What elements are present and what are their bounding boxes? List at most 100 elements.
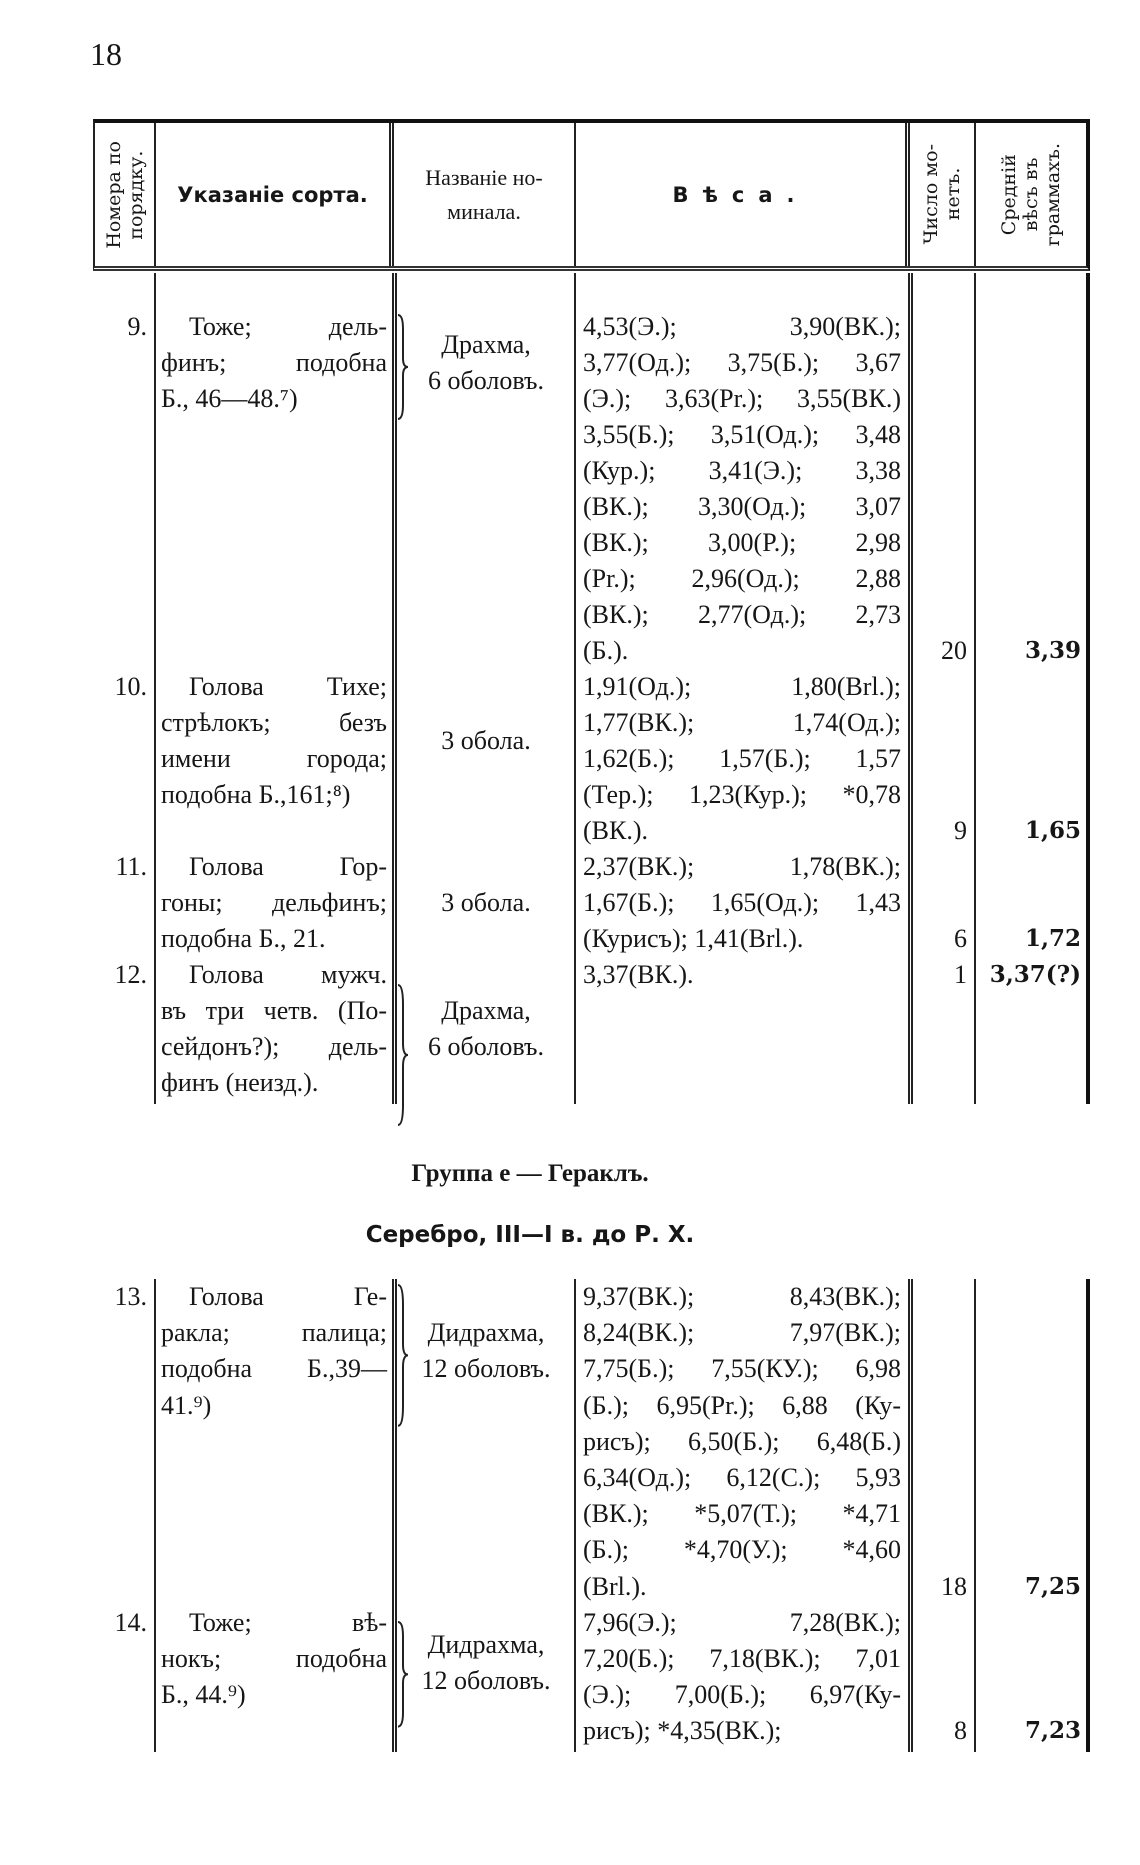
weights-line: 3,55(Б.); 3,51(Од.); 3,48 <box>583 420 901 449</box>
table-section-2: 13. Голова Ге-ракла; палица; подобна Б.,39… <box>93 1279 1090 1752</box>
weights-line: (Курисъ); 1,41(Brl.). <box>583 924 804 953</box>
nominal-line: Драхма, <box>441 330 531 359</box>
nominal: Дидрахма, 12 оболовъ. <box>398 1627 574 1699</box>
nominal: Драхма, 6 оболовъ. <box>398 993 574 1065</box>
weights: 7,96(Э.); 7,28(ВК.); 7,20(Б.); 7,18(ВК.);… <box>583 1605 901 1750</box>
row-number: 13. <box>93 1279 148 1315</box>
row-number: 9. <box>93 309 148 345</box>
sort-line: стрѣлокъ; безъ <box>161 708 387 737</box>
weights: 1,91(Од.); 1,80(Brl.); 1,77(ВК.); 1,74(Од… <box>583 669 901 849</box>
average-weight-text: 3,39 <box>1024 637 1081 664</box>
sort-line: финъ; подобна <box>161 348 387 377</box>
average-weight-text: 7,23 <box>1024 1717 1081 1745</box>
row-number-text: 9. <box>127 312 148 341</box>
nominal-line: 6 оболовъ. <box>428 1032 544 1061</box>
header-nominal-line: Названіе но- <box>425 164 543 190</box>
sort-line: Б., 46—48.⁷) <box>161 384 298 413</box>
column-divider <box>392 273 397 1104</box>
sort-description: Голова мужч. въ три четв. (По-сейдонъ?); … <box>161 957 387 1101</box>
coin-count-text: 18 <box>941 1571 967 1601</box>
table-row: 10. Голова Тихе; стрѣлокъ; безъ имени город… <box>93 669 1090 849</box>
sort-line: финъ (неизд.). <box>161 1068 319 1097</box>
row-number-text: 12. <box>114 960 148 989</box>
column-divider <box>908 1279 913 1752</box>
coin-count: 9 <box>915 813 967 849</box>
sort-line: Б., 44.⁹) <box>161 1680 246 1710</box>
weights-line: (Pr.); 2,96(Од.); 2,88 <box>583 564 901 593</box>
sort-line: подобна Б.,161;⁸) <box>161 780 351 809</box>
sort-description: Голова Ге-ракла; палица; подобна Б.,39— 41… <box>161 1279 387 1424</box>
row-number: 14. <box>93 1605 148 1641</box>
average-weight: 3,39 <box>981 633 1081 669</box>
average-weight: 3,37(?) <box>981 957 1081 993</box>
average-weight-text: 1,65 <box>1024 817 1081 844</box>
weights-line: (ВК.). <box>583 816 648 845</box>
header-number: Номера по порядку. <box>95 123 156 266</box>
nominal-line: 6 оболовъ. <box>428 366 544 395</box>
coin-count-text: 1 <box>954 960 967 989</box>
row-number: 12. <box>93 957 148 993</box>
column-divider <box>974 273 976 1104</box>
column-divider <box>974 1279 976 1752</box>
brace-icon <box>397 1284 409 1427</box>
row-number-text: 11. <box>115 852 147 881</box>
column-divider <box>154 273 156 1104</box>
weights-line: 1,77(ВК.); 1,74(Од.); <box>583 708 901 737</box>
nominal: 3 обола. <box>398 885 574 921</box>
nominal-line: 3 обола. <box>441 726 531 755</box>
nominal-line: 12 оболовъ. <box>421 1354 551 1384</box>
weights-line: рисъ); 6,50(Б.); 6,48(Б.) <box>583 1426 901 1456</box>
nominal-line: 3 обола. <box>441 888 531 917</box>
column-divider <box>154 1279 156 1752</box>
coin-count-text: 9 <box>954 816 967 845</box>
column-divider <box>392 1279 397 1752</box>
sort-line: Тоже; дель- <box>189 312 387 341</box>
average-weight-text: 7,25 <box>1024 1572 1081 1600</box>
table-header: Номера по порядку. Указаніе сорта. Назван… <box>93 119 1090 271</box>
coin-count: 1 <box>915 957 967 993</box>
weights-line: 3,37(ВК.). <box>583 960 694 989</box>
coin-count: 20 <box>915 633 967 669</box>
header-weights: Вѣса. <box>576 123 910 266</box>
sort-line: ракла; палица; <box>161 1318 387 1348</box>
nominal: Дидрахма, 12 оболовъ. <box>398 1315 574 1387</box>
header-average-line: вѣсъ въ <box>1020 157 1042 232</box>
weights-line: 7,75(Б.); 7,55(КУ.); 6,98 <box>583 1354 901 1384</box>
weights: 2,37(ВК.); 1,78(ВК.); 1,67(Б.); 1,65(Од.)… <box>583 849 901 957</box>
sort-line: сейдонъ?); дель- <box>161 1032 387 1061</box>
sort-line: имени города; <box>161 744 387 773</box>
average-weight: 1,65 <box>981 813 1081 849</box>
weights-line: (Тер.); 1,23(Кур.); *0,78 <box>583 780 901 809</box>
sort-line: нокъ; подобна <box>161 1643 387 1673</box>
nominal-line: Дидрахма, <box>427 1318 545 1348</box>
sort-line: Голова Ге- <box>189 1282 387 1311</box>
sort-line: въ три четв. (По- <box>161 996 387 1025</box>
column-divider <box>574 1279 576 1752</box>
weights-line: 9,37(ВК.); 8,43(ВК.); <box>583 1282 901 1311</box>
column-divider <box>574 273 576 1104</box>
sort-line: Голова Тихе; <box>189 672 387 701</box>
header-sort: Указаніе сорта. <box>156 123 394 266</box>
weights: 3,37(ВК.). <box>583 957 901 993</box>
weights-line: 1,91(Од.); 1,80(Brl.); <box>583 672 901 701</box>
brace-icon <box>397 314 409 420</box>
sort-line: гоны; дельфинъ; <box>161 888 387 917</box>
coin-count-text: 20 <box>941 636 967 665</box>
sort-description: Тоже; дель-финъ; подобна Б., 46—48.⁷) <box>161 309 387 417</box>
weights-line: 6,34(Од.); 6,12(C.); 5,93 <box>583 1462 901 1492</box>
nominal: Драхма, 6 оболовъ. <box>398 327 574 399</box>
sort-line: подобна Б.,39— <box>161 1354 387 1384</box>
weights: 4,53(Э.); 3,90(ВК.); 3,77(Од.); 3,75(Б.);… <box>583 309 901 669</box>
header-count: Число мо-нетъ. <box>910 123 976 266</box>
weights-line: (ВК.); 2,77(Од.); 2,73 <box>583 600 901 629</box>
table-row: 13. Голова Ге-ракла; палица; подобна Б.,39… <box>93 1279 1090 1605</box>
header-count-line: Число мо- <box>920 144 942 245</box>
nominal-line: Дидрахма, <box>427 1629 545 1659</box>
page-number: 18 <box>90 36 122 72</box>
weights-line: (Б.); 6,95(Pr.); 6,88 (Ку- <box>583 1390 901 1420</box>
weights-line: 7,96(Э.); 7,28(ВК.); <box>583 1607 901 1637</box>
weights-line: (Brl.). <box>583 1571 647 1601</box>
header-average-line: граммахъ. <box>1042 142 1064 247</box>
average-weight-text: 1,72 <box>1024 925 1081 952</box>
weights-line: (Кур.); 3,41(Э.); 3,38 <box>583 456 901 485</box>
